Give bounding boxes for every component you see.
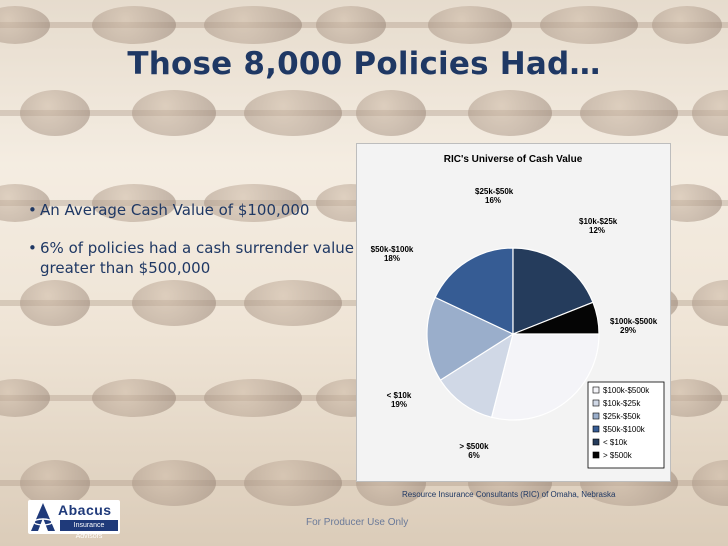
- slice-label-name: $100k-$500k: [610, 317, 658, 326]
- slide-title: Those 8,000 Policies Had…: [127, 46, 601, 82]
- pie-slice: [439, 332, 514, 419]
- abacus-bead: [132, 460, 216, 506]
- pie-slice: [512, 301, 600, 335]
- abacus-bead: [20, 280, 90, 326]
- bullet-dot-icon: •: [28, 239, 37, 257]
- slice-label-value: 6%: [468, 451, 480, 460]
- slice-label-value: 18%: [384, 254, 400, 263]
- abacus-bead: [244, 280, 342, 326]
- abacus-bead: [468, 90, 552, 136]
- bullet-list: • An Average Cash Value of $100,000 • 6% o…: [28, 200, 358, 296]
- bullet-item: • 6% of policies had a cash surrender val…: [28, 238, 358, 278]
- source-note: Resource Insurance Consultants (RIC) of …: [402, 490, 616, 499]
- abacus-bead: [204, 6, 302, 44]
- abacus-bead: [20, 460, 90, 506]
- legend-label: < $10k: [603, 438, 628, 447]
- abacus-bead: [244, 460, 342, 506]
- bullet-dot-icon: •: [28, 201, 37, 219]
- slice-label-name: $10k-$25k: [579, 217, 618, 226]
- pie-slice: [512, 247, 594, 335]
- abacus-bead: [316, 6, 386, 44]
- pie-slice: [490, 333, 600, 421]
- legend-swatch: [592, 412, 600, 420]
- pie-chart: RIC's Universe of Cash Value $100k-$500k 2…: [356, 143, 671, 482]
- abacus-logo-icon: [31, 503, 55, 531]
- legend-label: $10k-$25k: [603, 399, 641, 408]
- slice-label-name: $25k-$50k: [475, 187, 514, 196]
- bullet-item: • An Average Cash Value of $100,000: [28, 200, 358, 220]
- abacus-bead: [132, 90, 216, 136]
- legend-swatch: [592, 451, 600, 459]
- slice-label-value: 12%: [589, 226, 605, 235]
- legend-swatch: [592, 438, 600, 446]
- abacus-bead: [540, 6, 638, 44]
- abacus-bead: [92, 184, 176, 222]
- logo-subtitle-text: Insurance Advisors: [60, 520, 118, 540]
- legend-swatch: [592, 399, 600, 407]
- footer-note: For Producer Use Only: [306, 517, 409, 528]
- slice-label-value: 16%: [485, 196, 501, 205]
- slice-label-name: < $10k: [387, 391, 412, 400]
- slice-label-value: 29%: [620, 326, 636, 335]
- legend-label: $25k-$50k: [603, 412, 641, 421]
- abacus-bead: [428, 6, 512, 44]
- bullet-text: 6% of policies had a cash surrender valu…: [40, 239, 354, 277]
- legend-label: > $500k: [603, 451, 633, 460]
- abacus-bead: [244, 90, 342, 136]
- legend-box: [587, 381, 665, 469]
- company-logo: Abacus Insurance Advisors: [28, 500, 120, 540]
- legend-label: $100k-$500k: [603, 386, 650, 395]
- abacus-bead: [92, 379, 176, 417]
- legend-swatch: [592, 425, 600, 433]
- slice-label-value: 19%: [391, 400, 407, 409]
- abacus-bead: [132, 280, 216, 326]
- legend-swatch: [592, 386, 600, 394]
- legend-label: $50k-$100k: [603, 425, 646, 434]
- pie-slice: [434, 247, 514, 335]
- slice-label-name: $50k-$100k: [371, 245, 414, 254]
- bullet-text: An Average Cash Value of $100,000: [40, 201, 310, 219]
- abacus-bead: [204, 379, 302, 417]
- abacus-bead: [92, 6, 176, 44]
- pie-chart-svg: RIC's Universe of Cash Value$100k-$500k2…: [371, 154, 665, 469]
- slice-label-name: > $500k: [459, 442, 489, 451]
- abacus-bead: [20, 90, 90, 136]
- chart-title: RIC's Universe of Cash Value: [444, 154, 583, 165]
- abacus-bead: [204, 184, 302, 222]
- abacus-bead: [580, 90, 678, 136]
- logo-brand-text: Abacus: [58, 502, 112, 518]
- abacus-bead: [652, 6, 722, 44]
- abacus-bead: [356, 90, 426, 136]
- pie-slice: [426, 296, 515, 381]
